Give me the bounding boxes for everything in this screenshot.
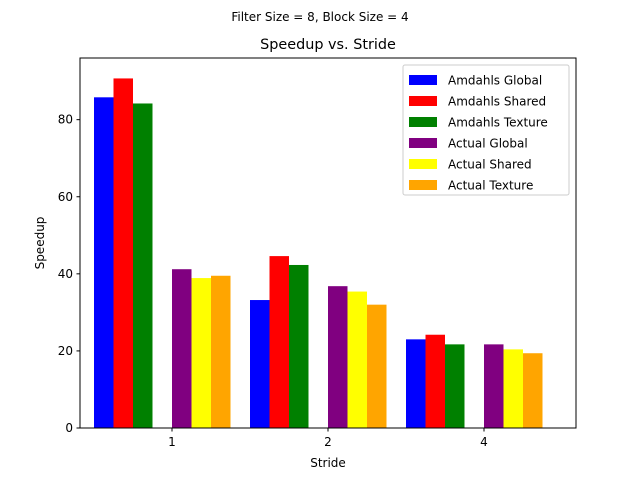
legend-label: Actual Shared	[448, 158, 532, 172]
bar-actual-texture-stride-1	[211, 275, 231, 428]
bar-actual-texture-stride-2	[367, 304, 387, 428]
x-axis-label: Stride	[310, 456, 346, 470]
legend-label: Amdahls Texture	[448, 116, 548, 130]
y-axis-label: Speedup	[33, 217, 47, 270]
y-tick-label: 80	[58, 113, 73, 127]
bars-group	[94, 78, 543, 429]
bar-amdahls-global-stride-4	[406, 339, 426, 428]
bar-actual-shared-stride-1	[191, 278, 211, 428]
bar-actual-texture-stride-4	[523, 353, 543, 428]
bar-actual-shared-stride-4	[503, 349, 523, 429]
legend: Amdahls Global Amdahls Shared Amdahls Text…	[402, 64, 570, 196]
bar-amdahls-global-stride-1	[94, 97, 114, 428]
legend-swatch	[409, 117, 437, 127]
y-tick-label: 20	[58, 344, 73, 358]
chart-suptitle: Filter Size = 8, Block Size = 4	[231, 10, 408, 24]
x-tick-label: 1	[168, 435, 176, 449]
legend-label: Actual Texture	[448, 179, 533, 193]
y-tick-label: 60	[58, 190, 73, 204]
bar-amdahls-shared-stride-1	[113, 78, 133, 429]
bar-actual-global-stride-1	[172, 269, 192, 428]
bar-actual-global-stride-2	[328, 286, 348, 428]
bar-amdahls-texture-stride-1	[133, 103, 153, 428]
bar-amdahls-shared-stride-2	[269, 256, 289, 428]
bar-amdahls-texture-stride-2	[289, 264, 309, 428]
y-tick-label: 40	[58, 267, 73, 281]
x-axis: 1 2 4	[168, 428, 488, 449]
bar-actual-shared-stride-2	[347, 291, 367, 428]
legend-swatch	[409, 159, 437, 169]
legend-swatch	[409, 75, 437, 85]
legend-label: Actual Global	[448, 137, 528, 151]
bar-amdahls-texture-stride-4	[445, 344, 465, 428]
legend-label: Amdahls Global	[448, 74, 542, 88]
legend-swatch	[409, 138, 437, 148]
y-tick-label: 0	[65, 421, 73, 435]
bar-actual-global-stride-4	[484, 344, 504, 428]
legend-swatch	[409, 180, 437, 190]
x-tick-label: 4	[480, 435, 488, 449]
legend-box	[402, 64, 570, 196]
chart-title: Speedup vs. Stride	[260, 37, 396, 53]
legend-label: Amdahls Shared	[448, 95, 546, 109]
bar-amdahls-global-stride-2	[250, 300, 270, 428]
x-tick-label: 2	[324, 435, 332, 449]
y-axis: 0 20 40 60 80	[58, 113, 80, 435]
legend-swatch	[409, 96, 437, 106]
bar-amdahls-shared-stride-4	[425, 334, 445, 428]
